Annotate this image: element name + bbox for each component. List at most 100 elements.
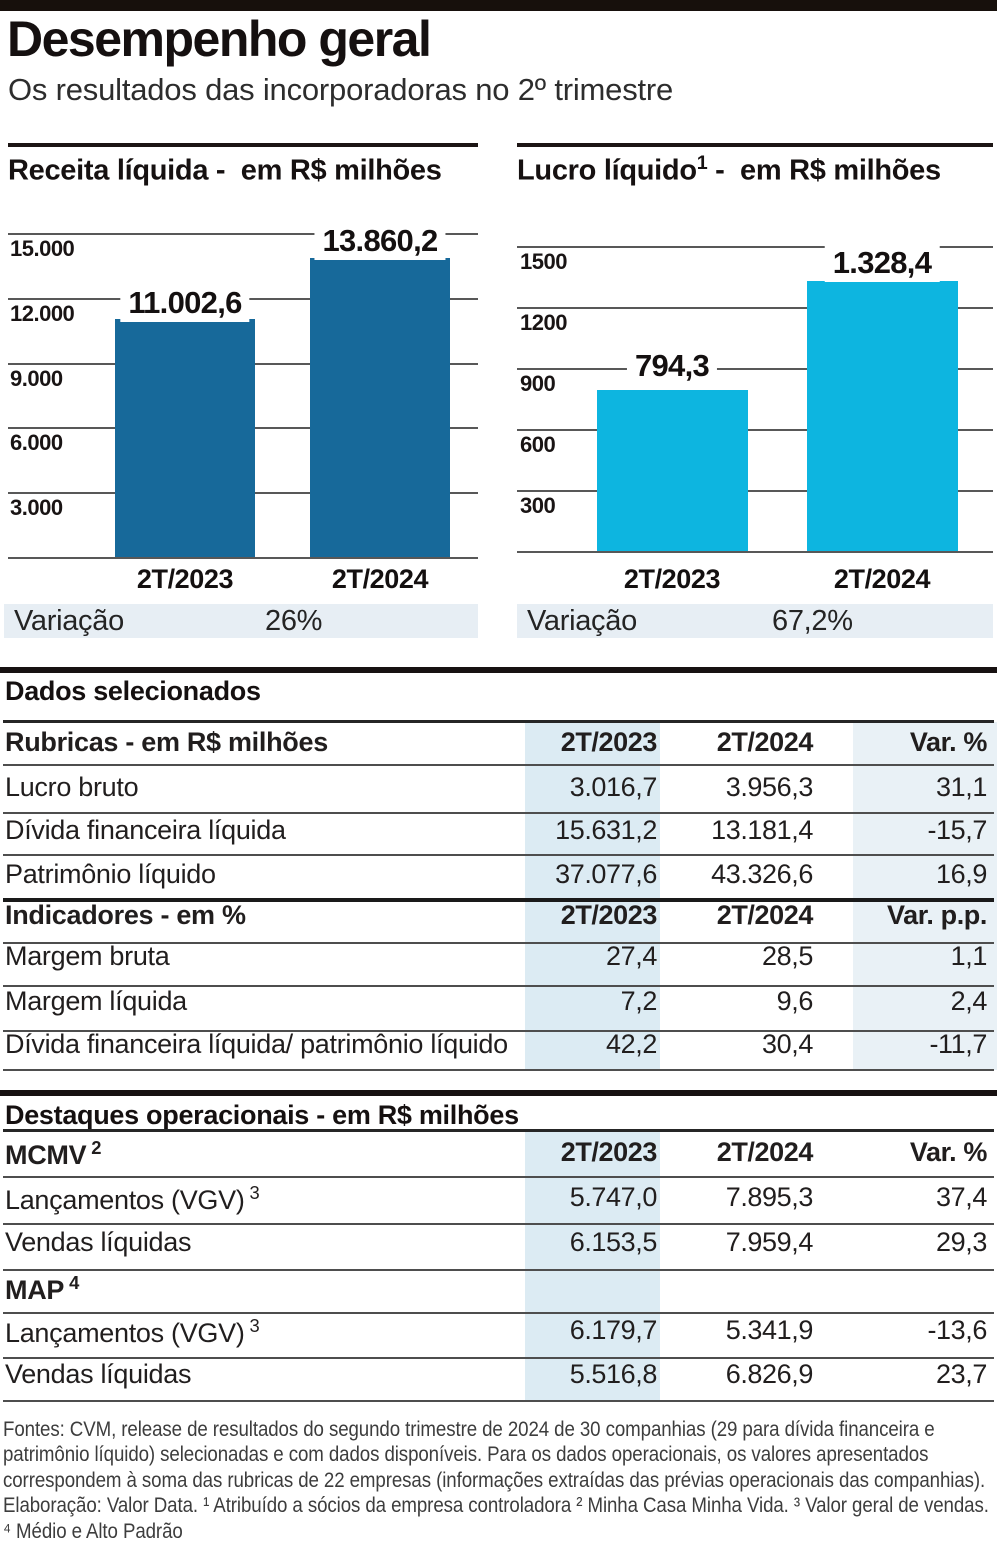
table-rule	[3, 1069, 994, 1071]
cell-2t2024: 7.959,4	[725, 1227, 814, 1257]
cell-2t2024: 7.895,3	[725, 1182, 814, 1212]
col-header-2t2023: 2T/2023	[560, 727, 658, 757]
label-text: Lançamentos (VGV)	[5, 1185, 245, 1215]
bar-2t2023	[597, 390, 748, 551]
variation-label: Variação	[527, 605, 637, 637]
table-rule	[3, 720, 994, 723]
section-title: Destaques operacionais - em R$ milhões	[5, 1100, 519, 1130]
y-tick-label: 900	[520, 371, 556, 396]
chart-title-text: Lucro líquido	[517, 154, 697, 187]
label-sup: 3	[249, 1315, 260, 1336]
chart-title-text: Receita líquida	[8, 154, 209, 187]
x-axis-label: 2T/2023	[136, 564, 234, 594]
row-label: Margem líquida	[5, 986, 187, 1016]
row-label: Patrimônio líquido	[5, 859, 216, 889]
footnote-line: ⁴ Médio e Alto Padrão	[3, 1519, 183, 1543]
table-rule	[3, 898, 994, 902]
y-tick-label: 1200	[520, 310, 567, 335]
column-band-var	[853, 722, 997, 1070]
variation-row	[517, 604, 993, 638]
cell-var: 1,1	[950, 941, 988, 971]
cell-var: 29,3	[936, 1227, 987, 1257]
table-rule	[3, 1030, 994, 1032]
chart-title-unit: - em R$ milhões	[208, 154, 442, 187]
x-axis-label: 2T/2023	[623, 564, 721, 594]
page-title: Desempenho geral	[7, 11, 432, 67]
label-text: Vendas líquidas	[5, 1359, 192, 1389]
row-label: Vendas líquidas	[5, 1359, 191, 1390]
table-rule	[3, 1129, 994, 1132]
table-rule	[3, 1357, 994, 1359]
y-tick-label: 3.000	[10, 495, 63, 520]
footnote-line: Elaboração: Valor Data. ¹ Atribuído a só…	[3, 1494, 989, 1518]
variation-value: 67,2%	[772, 605, 853, 637]
cell-2t2024: 28,5	[762, 941, 813, 971]
cell-2t2023: 42,2	[606, 1029, 657, 1059]
cell-var: -13,6	[927, 1315, 987, 1345]
y-tick-label: 1500	[520, 249, 567, 274]
header-text: MCMV	[5, 1140, 87, 1170]
footnotes: Fontes: CVM, release de resultados do se…	[3, 1417, 995, 1544]
row-label: Dívida financeira líquida/ patrimônio lí…	[5, 1029, 508, 1059]
col-header-2t2023: 2T/2023	[560, 1137, 658, 1167]
col-header-2t2023: 2T/2023	[560, 900, 658, 930]
footnote-line: correspondem à soma das rubricas de 22 e…	[3, 1468, 986, 1492]
col-header-var: Var. %	[909, 727, 988, 757]
cell-2t2023: 7,2	[620, 986, 658, 1016]
table-rule	[3, 1400, 994, 1402]
cell-var: 37,4	[936, 1182, 987, 1212]
section-rule	[0, 667, 997, 673]
table-rule	[3, 1269, 994, 1271]
cell-2t2023: 5.516,8	[569, 1359, 658, 1389]
variation-row	[4, 604, 478, 638]
row-label-subheader: MAP 4	[5, 1272, 79, 1306]
page-subtitle: Os resultados das incorporadoras no 2º t…	[8, 72, 674, 107]
cell-2t2024: 6.826,9	[725, 1359, 814, 1389]
cell-var: 23,7	[936, 1359, 987, 1389]
chart-title-sup: 1	[696, 152, 708, 174]
top-accent-bar	[0, 0, 997, 11]
cell-var: -11,7	[929, 1029, 987, 1059]
y-tick-label: 600	[520, 432, 556, 457]
cell-2t2023: 6.179,7	[569, 1315, 658, 1345]
bar-2t2024	[310, 258, 450, 557]
table-rule	[3, 854, 994, 856]
bar-value-label: 11.002,6	[120, 284, 250, 322]
chart-title: Receita líquida - em R$ milhões	[8, 152, 442, 188]
y-tick-label: 6.000	[10, 430, 63, 455]
x-axis-label: 2T/2024	[833, 564, 931, 594]
row-label: Lançamentos (VGV) 3	[5, 1315, 260, 1349]
col-header-label: MCMV 2	[5, 1137, 102, 1171]
row-label: Lançamentos (VGV) 3	[5, 1182, 260, 1216]
gridline	[517, 368, 993, 370]
label-text: MAP	[5, 1275, 65, 1305]
chart-top-rule	[8, 143, 478, 147]
cell-2t2024: 3.956,3	[725, 772, 814, 802]
footnote-line: Fontes: CVM, release de resultados do se…	[3, 1418, 935, 1441]
bar-value-label: 1.328,4	[824, 244, 940, 282]
y-tick-label: 12.000	[10, 301, 75, 326]
label-sup: 4	[69, 1272, 80, 1293]
gridline	[517, 429, 993, 431]
gridline	[517, 307, 993, 309]
bar-value-label: 794,3	[626, 347, 718, 385]
col-header-2t2024: 2T/2024	[716, 900, 814, 930]
footnote-line: patrimônio líquido) selecionadas e com d…	[3, 1443, 929, 1467]
cell-var: 2,4	[950, 986, 988, 1016]
y-tick-label: 15.000	[10, 236, 75, 261]
section-title: Dados selecionados	[5, 676, 261, 706]
x-axis-line	[517, 551, 993, 553]
gridline	[517, 490, 993, 492]
cell-var: 31,1	[936, 772, 987, 802]
label-text: Lançamentos (VGV)	[5, 1318, 245, 1348]
cell-2t2023: 3.016,7	[569, 772, 658, 802]
section-rule	[0, 1090, 997, 1096]
row-label: Vendas líquidas	[5, 1227, 191, 1258]
cell-2t2023: 37.077,6	[555, 859, 657, 889]
y-tick-label: 300	[520, 493, 556, 518]
label-sup: 3	[249, 1182, 260, 1203]
y-tick-label: 9.000	[10, 366, 63, 391]
table-rule	[3, 1176, 994, 1178]
x-axis-line	[8, 557, 478, 559]
